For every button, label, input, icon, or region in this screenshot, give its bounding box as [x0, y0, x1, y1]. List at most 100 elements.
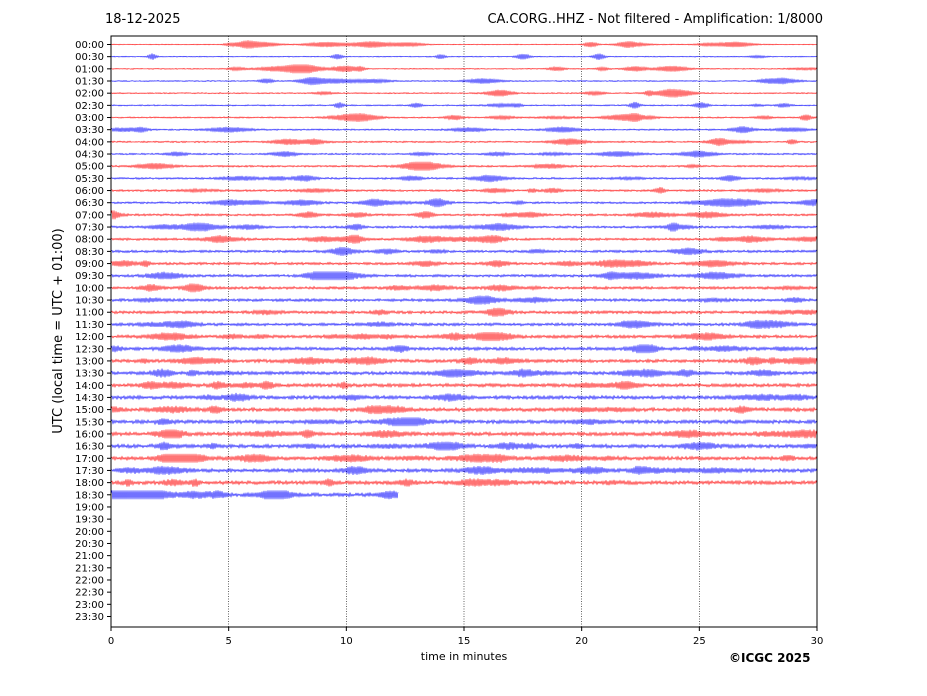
trace-row-09:30 [110, 271, 818, 281]
y-tick-label: 15:00 [75, 405, 104, 416]
trace-row-11:30 [110, 319, 818, 329]
y-tick-label: 13:30 [75, 369, 104, 380]
trace-row-18:00 [110, 478, 818, 487]
y-tick-label: 19:30 [75, 515, 104, 526]
y-tick-label: 05:30 [75, 174, 104, 185]
trace-row-13:00 [110, 356, 818, 366]
trace-row-06:30 [110, 198, 818, 208]
y-tick-label: 17:00 [75, 454, 104, 465]
header-title: CA.CORG..HHZ - Not filtered - Amplificat… [487, 12, 823, 27]
y-tick-label: 03:00 [75, 113, 104, 124]
y-tick-label: 06:30 [75, 198, 104, 209]
y-tick-label: 02:30 [75, 101, 104, 112]
y-tick-label: 22:00 [75, 575, 104, 586]
trace-row-00:30 [110, 53, 818, 60]
x-tick-label: 10 [340, 636, 353, 647]
y-tick-label: 02:00 [75, 89, 104, 100]
trace-row-05:30 [110, 174, 818, 183]
y-tick-label: 03:30 [75, 125, 104, 136]
trace-row-17:00 [110, 453, 818, 463]
y-tick-label: 19:00 [75, 502, 104, 513]
y-tick-label: 04:00 [75, 137, 104, 148]
trace-row-03:00 [110, 112, 818, 123]
trace-row-08:30 [110, 246, 818, 256]
x-tick-label: 5 [225, 636, 231, 647]
trace-row-16:30 [110, 441, 818, 451]
y-tick-label: 20:00 [75, 527, 104, 538]
x-tick-label: 0 [108, 636, 114, 647]
trace-row-14:00 [110, 380, 818, 390]
trace-row-13:30 [110, 368, 818, 378]
y-tick-label: 06:00 [75, 186, 104, 197]
y-tick-label: 23:00 [75, 600, 104, 611]
y-tick-label: 07:00 [75, 210, 104, 221]
trace-row-17:30 [110, 465, 818, 475]
trace-row-01:00 [110, 64, 818, 74]
trace-row-06:00 [110, 186, 818, 194]
y-tick-label: 16:30 [75, 442, 104, 453]
y-tick-label: 08:00 [75, 235, 104, 246]
trace-row-15:00 [110, 405, 818, 415]
trace-row-15:30 [110, 417, 818, 427]
trace-row-05:00 [110, 161, 818, 171]
trace-row-14:30 [110, 392, 818, 402]
copyright-notice: ©ICGC 2025 [729, 651, 811, 665]
x-tick-label: 30 [811, 636, 824, 647]
trace-row-03:30 [110, 126, 818, 134]
trace-row-08:00 [110, 234, 818, 244]
x-tick-label: 25 [693, 636, 706, 647]
x-tick-label: 20 [575, 636, 588, 647]
y-tick-label: 08:30 [75, 247, 104, 258]
trace-row-16:00 [110, 429, 818, 439]
y-tick-label: 23:30 [75, 612, 104, 623]
y-tick-label: 16:00 [75, 429, 104, 440]
y-tick-label: 22:30 [75, 588, 104, 599]
y-tick-label: 21:00 [75, 551, 104, 562]
trace-row-12:00 [110, 332, 818, 342]
y-tick-label: 01:30 [75, 77, 104, 88]
header-date: 18-12-2025 [105, 12, 181, 27]
y-tick-label: 09:30 [75, 271, 104, 282]
trace-row-10:30 [110, 295, 818, 305]
trace-row-11:00 [110, 307, 818, 317]
y-tick-label: 12:30 [75, 344, 104, 355]
y-tick-label: 11:00 [75, 308, 104, 319]
y-tick-label: 05:00 [75, 162, 104, 173]
y-tick-label: 14:00 [75, 381, 104, 392]
y-tick-label: 10:00 [75, 283, 104, 294]
trace-row-02:00 [110, 88, 818, 98]
trace-row-07:00 [110, 210, 818, 220]
y-tick-label: 12:00 [75, 332, 104, 343]
trace-row-12:30 [110, 344, 818, 354]
y-tick-label: 11:30 [75, 320, 104, 331]
trace-row-02:30 [110, 101, 818, 109]
x-axis-label: time in minutes [421, 650, 508, 663]
trace-row-01:30 [110, 76, 818, 86]
seismic-traces [110, 40, 818, 500]
y-tick-label: 04:30 [75, 150, 104, 161]
y-tick-label: 20:30 [75, 539, 104, 550]
trace-row-10:00 [110, 283, 818, 293]
trace-row-04:30 [110, 150, 818, 158]
y-tick-label: 10:30 [75, 296, 104, 307]
y-tick-label: 00:00 [75, 40, 104, 51]
y-tick-label: 18:00 [75, 478, 104, 489]
y-axis-label: UTC (local time = UTC + 01:00) [51, 228, 66, 433]
y-tick-label: 21:30 [75, 563, 104, 574]
y-tick-label: 17:30 [75, 466, 104, 477]
y-tick-label: 14:30 [75, 393, 104, 404]
trace-row-00:00 [110, 40, 818, 49]
trace-row-07:30 [110, 222, 818, 232]
y-tick-label: 15:30 [75, 417, 104, 428]
x-axis-ticks: 0 5 10 15 20 25 30 [108, 627, 824, 647]
trace-row-09:00 [110, 259, 818, 268]
grid-lines [228, 36, 700, 627]
trace-row-04:00 [110, 137, 818, 147]
y-tick-label: 13:00 [75, 356, 104, 367]
y-tick-label: 18:30 [75, 490, 104, 501]
x-tick-label: 15 [458, 636, 471, 647]
y-tick-label: 00:30 [75, 52, 104, 63]
y-tick-label: 09:00 [75, 259, 104, 270]
